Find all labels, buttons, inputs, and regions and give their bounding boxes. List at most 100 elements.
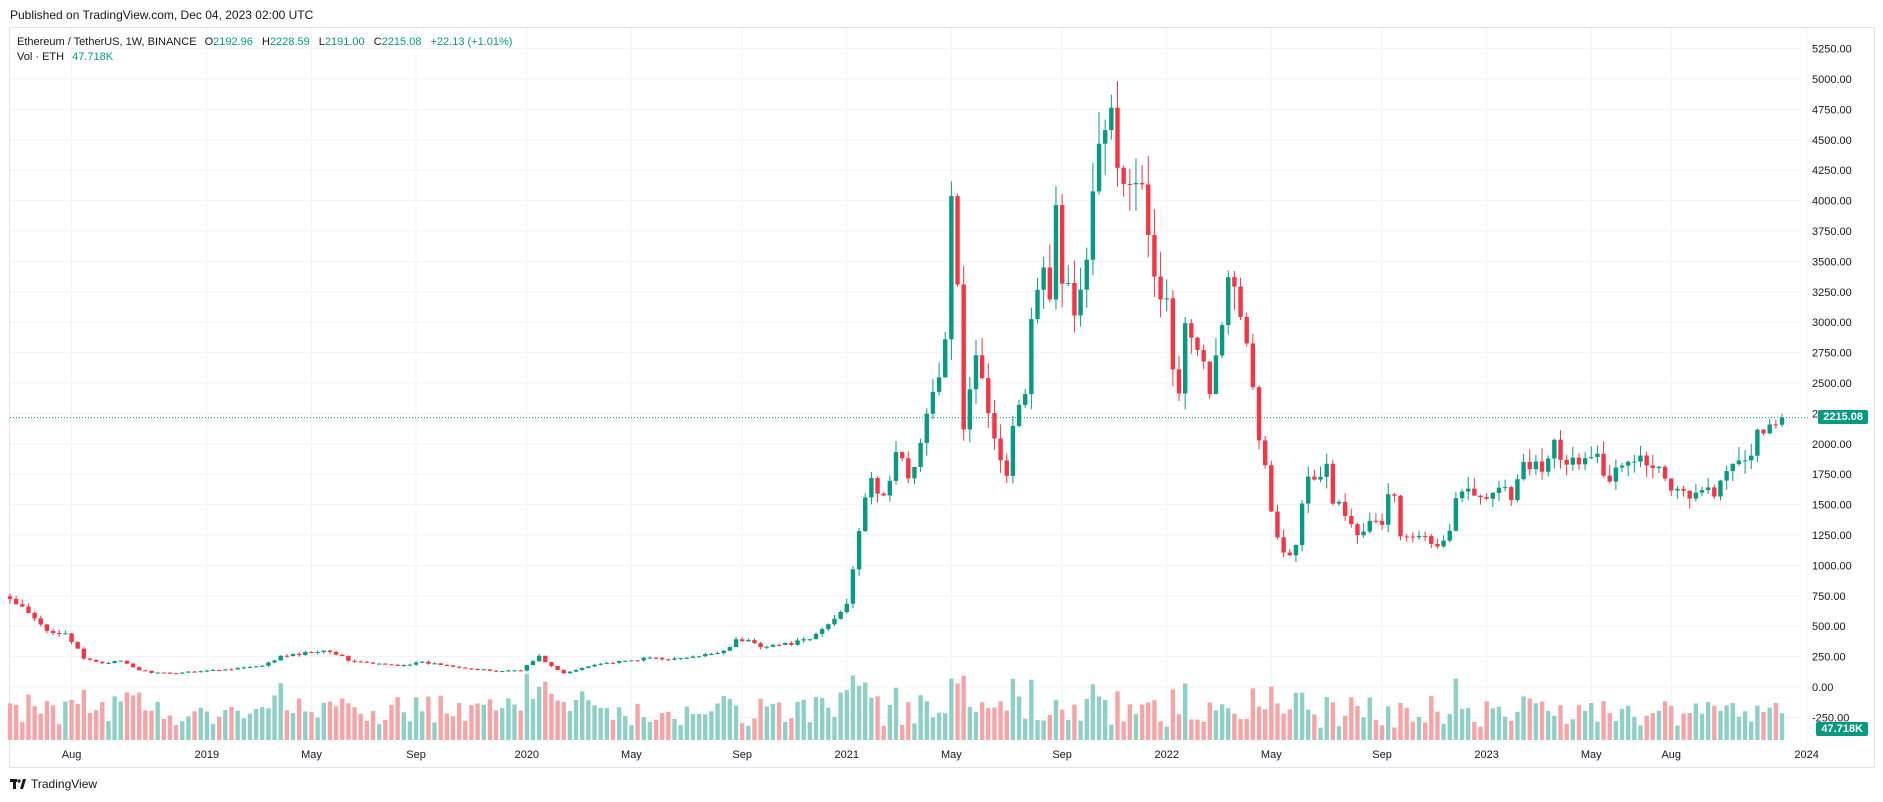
candle-body[interactable] [973,355,979,390]
candle-body[interactable] [1219,325,1225,356]
candle-body[interactable] [413,662,419,665]
candle-body[interactable] [1773,424,1779,426]
candle-body[interactable] [1552,439,1557,459]
candle-body[interactable] [1195,337,1200,350]
candle-body[interactable] [192,671,197,673]
candle-body[interactable] [1170,298,1176,370]
candle-body[interactable] [81,648,87,659]
candle-body[interactable] [1619,465,1625,468]
candle-body[interactable] [241,667,247,669]
candle-body[interactable] [1545,458,1551,472]
candle-body[interactable] [1330,463,1336,504]
candle-body[interactable] [930,391,936,414]
candle-body[interactable] [733,639,739,648]
candle-body[interactable] [1244,316,1249,344]
candle-body[interactable] [247,666,253,668]
candle-body[interactable] [1342,501,1348,516]
candle-body[interactable] [1078,289,1083,316]
candle-body[interactable] [1016,404,1022,426]
candle-body[interactable] [1349,515,1354,525]
candle-body[interactable] [376,663,382,665]
candle-body[interactable] [229,669,234,671]
candle-body[interactable] [899,452,905,459]
candle-body[interactable] [801,639,806,641]
candle-body[interactable] [1004,460,1009,476]
candle-body[interactable] [598,663,603,665]
candle-body[interactable] [647,657,653,659]
candle-body[interactable] [832,618,837,625]
candle-body[interactable] [1121,167,1126,184]
candle-body[interactable] [881,493,886,496]
candle-body[interactable] [1564,459,1569,465]
candle-body[interactable] [967,389,973,430]
candle-body[interactable] [118,660,123,662]
candle-body[interactable] [746,640,751,642]
candle-body[interactable] [1589,457,1594,459]
candle-body[interactable] [75,641,80,649]
candle-body[interactable] [1687,490,1692,499]
candle-body[interactable] [1527,461,1532,470]
candle-body[interactable] [1066,282,1071,284]
candle-body[interactable] [1023,394,1028,405]
candle-body[interactable] [1158,276,1163,300]
candle-body[interactable] [438,663,443,666]
candle-body[interactable] [623,660,628,662]
candle-body[interactable] [512,670,517,672]
candle-body[interactable] [1669,478,1674,491]
candle-body[interactable] [395,664,400,666]
candle-body[interactable] [1453,498,1459,531]
candle-body[interactable] [1576,457,1582,465]
candle-body[interactable] [580,668,585,670]
candle-body[interactable] [161,672,167,674]
candle-body[interactable] [869,478,874,498]
candle-body[interactable] [309,652,314,654]
candle-body[interactable] [340,654,345,656]
candle-body[interactable] [383,663,388,665]
candle-body[interactable] [764,646,769,648]
candle-body[interactable] [604,662,610,664]
candle-body[interactable] [1299,503,1305,546]
candle-body[interactable] [1625,461,1631,466]
candle-body[interactable] [481,669,486,671]
footer-brand[interactable]: TradingView [10,777,97,791]
candle-body[interactable] [426,661,431,664]
candle-body[interactable] [696,656,702,658]
candle-body[interactable] [1115,107,1120,168]
candle-body[interactable] [38,618,43,625]
candle-body[interactable] [826,624,831,630]
candle-body[interactable] [1379,520,1385,525]
candle-body[interactable] [137,667,142,671]
candle-body[interactable] [210,669,216,671]
candle-body[interactable] [1139,183,1145,185]
candle-body[interactable] [1521,461,1526,480]
candle-body[interactable] [1644,455,1649,466]
candle-body[interactable] [918,442,923,467]
candle-body[interactable] [7,596,13,599]
candle-body[interactable] [1435,543,1440,547]
candle-body[interactable] [1029,319,1034,395]
candle-body[interactable] [739,639,745,642]
candle-body[interactable] [266,662,271,666]
candle-body[interactable] [536,655,542,662]
candle-body[interactable] [469,668,474,670]
candle-body[interactable] [721,650,726,654]
candle-body[interactable] [844,603,849,613]
candle-body[interactable] [709,653,714,655]
candle-body[interactable] [813,633,819,640]
candle-body[interactable] [850,569,856,604]
candle-body[interactable] [475,668,480,670]
candle-body[interactable] [1699,490,1705,493]
candle-body[interactable] [1693,492,1699,499]
candle-body[interactable] [1373,520,1379,522]
candle-body[interactable] [93,659,99,662]
candle-body[interactable] [1730,464,1735,472]
candle-body[interactable] [1189,323,1194,338]
candle-body[interactable] [186,671,191,673]
candle-body[interactable] [1484,497,1489,499]
candle-body[interactable] [641,657,646,661]
candle-body[interactable] [672,658,677,660]
candle-body[interactable] [1035,289,1040,320]
candle-body[interactable] [364,661,370,663]
candle-body[interactable] [1675,488,1680,491]
